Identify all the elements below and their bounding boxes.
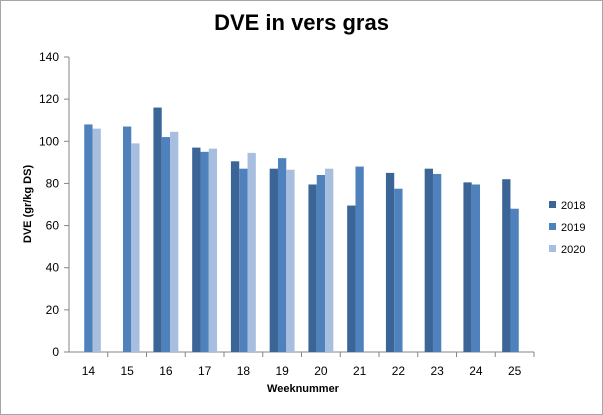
x-tick-label: 18: [237, 364, 251, 378]
x-tick-label: 24: [469, 364, 483, 378]
axes: 0 20 40 60 80 100 120 140 14 15 16 17 18 19 20 21 22 23 24…: [39, 50, 535, 378]
bar-2018-20: [308, 184, 317, 352]
bar-2018-19: [269, 168, 278, 352]
chart-title: DVE in vers gras: [214, 10, 389, 35]
bar-2019-17: [200, 151, 209, 352]
bar-2019-20: [316, 175, 326, 352]
x-tick-label: 19: [275, 364, 289, 378]
bar-2018-16: [153, 107, 162, 352]
bar-2018-23: [424, 168, 433, 352]
x-tick-label: 22: [392, 364, 406, 378]
x-tick-label: 14: [82, 364, 96, 378]
bar-2019-23: [432, 173, 442, 352]
x-tick-label: 21: [353, 364, 367, 378]
y-tick-label: 80: [46, 176, 60, 190]
bar-2020-18: [247, 152, 256, 352]
bar-2019-18: [239, 168, 248, 352]
legend-label-2020: 2020: [561, 244, 585, 256]
bar-2018-22: [385, 172, 395, 352]
legend-swatch-2020: [549, 245, 556, 252]
y-tick-label: 60: [46, 219, 60, 233]
bar-2019-14: [84, 124, 93, 352]
y-axis-title: DVE (gr/kg DS): [22, 165, 34, 244]
x-tick-label: 20: [314, 364, 328, 378]
bar-2018-24: [463, 182, 472, 352]
bar-2020-20: [325, 168, 334, 352]
bars: [84, 107, 519, 353]
bar-2020-17: [208, 148, 218, 352]
bar-2019-16: [161, 137, 171, 352]
legend: 2018 2019 2020: [549, 200, 585, 256]
bar-2018-21: [347, 205, 356, 352]
x-tick-label: 15: [120, 364, 134, 378]
x-tick-label: 17: [198, 364, 212, 378]
legend-swatch-2019: [549, 223, 556, 230]
x-axis-title: Weeknummer: [267, 383, 340, 395]
x-tick-label: 23: [430, 364, 444, 378]
bar-2020-19: [286, 169, 295, 352]
bar-2020-16: [170, 131, 179, 352]
bar-2019-19: [277, 158, 287, 352]
bar-2018-25: [502, 179, 511, 352]
legend-swatch-2018: [549, 201, 556, 208]
legend-label-2019: 2019: [561, 222, 585, 234]
y-tick-label: 0: [52, 345, 59, 359]
y-tick-label: 20: [46, 303, 60, 317]
bar-2019-21: [355, 166, 364, 352]
y-tick-label: 140: [39, 50, 59, 64]
bar-2018-17: [192, 147, 201, 352]
bar-2018-18: [230, 161, 240, 352]
bar-2019-15: [122, 126, 132, 353]
bar-2019-24: [471, 184, 481, 352]
legend-label-2018: 2018: [561, 200, 585, 212]
y-tick-label: 40: [46, 261, 60, 275]
x-tick-label: 25: [508, 364, 522, 378]
x-tick-label: 16: [159, 364, 173, 378]
bar-2019-22: [394, 188, 403, 352]
bar-2020-14: [92, 128, 101, 352]
y-tick-label: 120: [39, 92, 59, 106]
y-tick-label: 100: [39, 134, 59, 148]
bar-2019-25: [510, 208, 519, 352]
bar-2020-15: [131, 143, 140, 352]
